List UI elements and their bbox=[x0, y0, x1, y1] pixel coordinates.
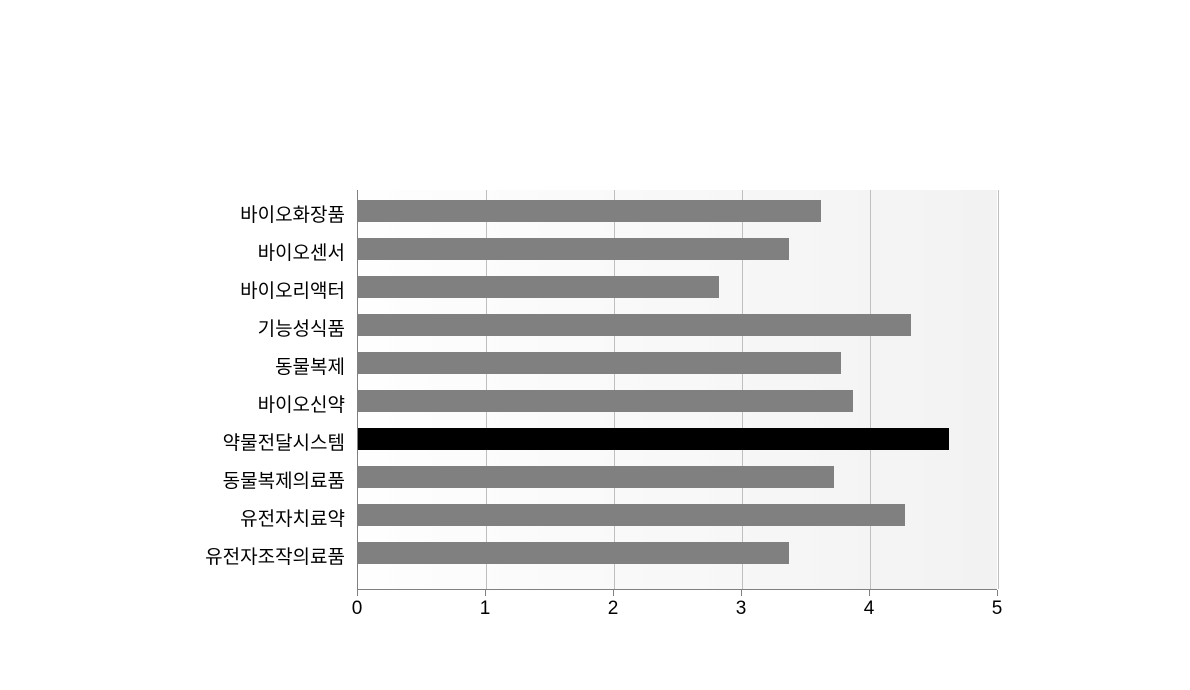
bar bbox=[358, 504, 905, 526]
x-axis-tick bbox=[357, 590, 358, 596]
y-axis-category-label: 기능성식품 bbox=[0, 314, 345, 341]
bar bbox=[358, 466, 834, 488]
bar bbox=[358, 276, 719, 298]
x-axis-tick-label: 0 bbox=[352, 598, 363, 620]
y-axis-category-label: 동물복제 bbox=[0, 352, 345, 379]
bar bbox=[358, 428, 949, 450]
bar bbox=[358, 390, 853, 412]
y-axis-category-label: 바이오센서 bbox=[0, 238, 345, 265]
bar bbox=[358, 238, 789, 260]
x-axis-tick bbox=[613, 590, 614, 596]
y-axis-category-label: 바이오화장품 bbox=[0, 200, 345, 227]
gridline bbox=[998, 190, 999, 589]
x-axis-tick-label: 2 bbox=[608, 598, 619, 620]
x-axis-tick-label: 3 bbox=[736, 598, 747, 620]
y-axis-category-label: 바이오신약 bbox=[0, 390, 345, 417]
bar bbox=[358, 200, 821, 222]
y-axis-category-label: 동물복제의료품 bbox=[0, 466, 345, 493]
x-axis-tick-label: 5 bbox=[992, 598, 1003, 620]
bar bbox=[358, 314, 911, 336]
chart-stage: 바이오화장품바이오센서바이오리액터기능성식품동물복제바이오신약약물전달시스템동물… bbox=[0, 0, 1190, 690]
bar bbox=[358, 542, 789, 564]
y-axis-category-label: 바이오리액터 bbox=[0, 276, 345, 303]
y-axis-labels: 바이오화장품바이오센서바이오리액터기능성식품동물복제바이오신약약물전달시스템동물… bbox=[0, 190, 345, 590]
bar bbox=[358, 352, 841, 374]
y-axis-category-label: 유전자치료약 bbox=[0, 504, 345, 531]
x-axis-tick-label: 1 bbox=[480, 598, 491, 620]
x-axis-tick bbox=[869, 590, 870, 596]
y-axis-category-label: 유전자조작의료품 bbox=[0, 542, 345, 569]
x-axis-tick bbox=[997, 590, 998, 596]
y-axis-category-label: 약물전달시스템 bbox=[0, 428, 345, 455]
x-axis-tick-label: 4 bbox=[864, 598, 875, 620]
gridline bbox=[870, 190, 871, 589]
x-axis-tick bbox=[485, 590, 486, 596]
x-axis-tick bbox=[741, 590, 742, 596]
plot-area bbox=[357, 190, 997, 590]
